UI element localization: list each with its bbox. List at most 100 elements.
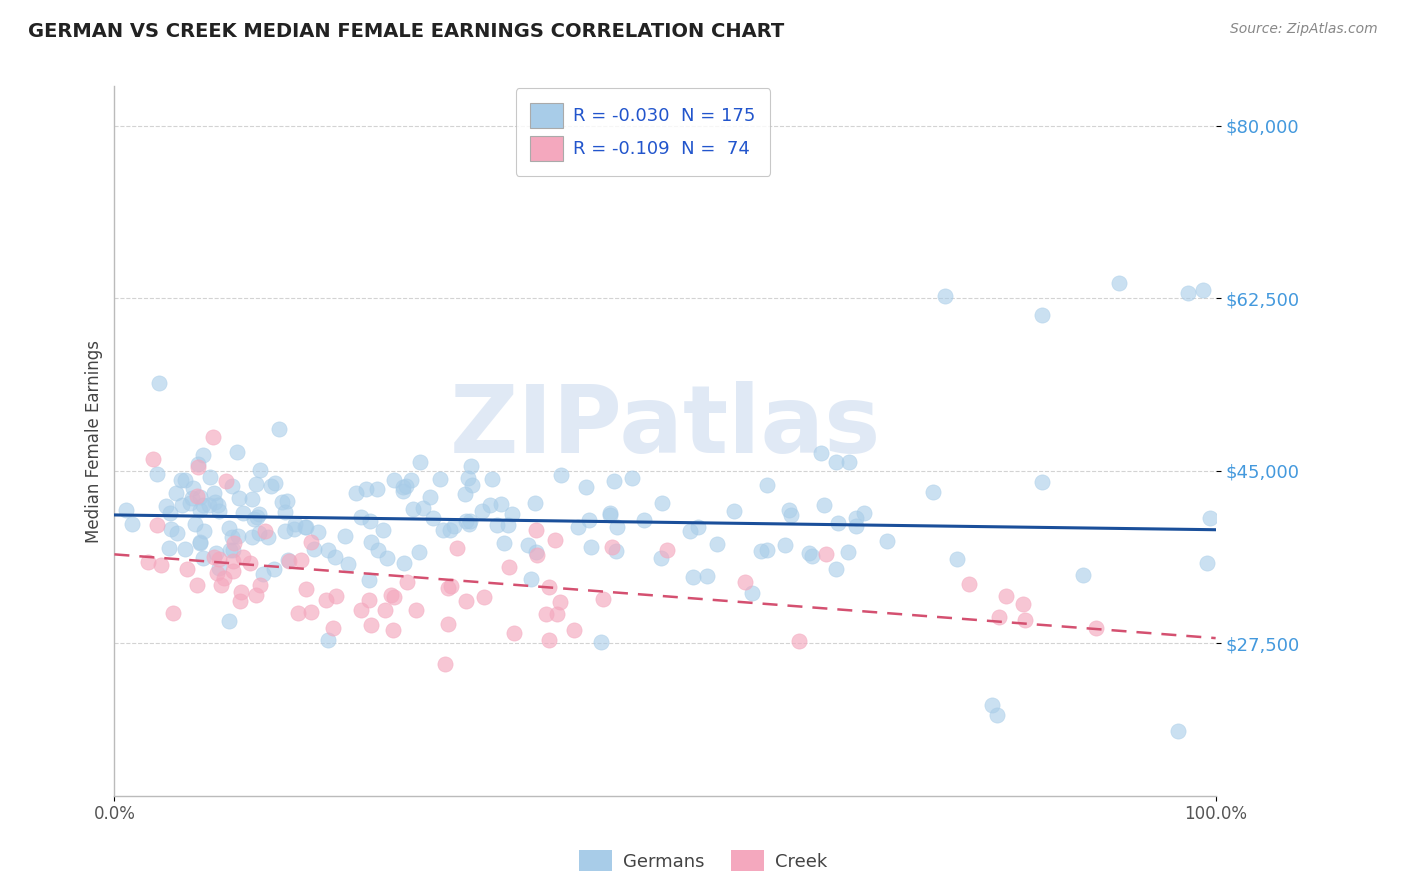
Point xyxy=(299,535,322,549)
Point xyxy=(876,533,898,548)
Point xyxy=(845,519,868,533)
Point xyxy=(492,536,515,550)
Point xyxy=(734,575,756,590)
Point xyxy=(988,610,1011,624)
Point xyxy=(457,471,479,485)
Point xyxy=(800,549,823,563)
Point xyxy=(284,516,307,531)
Point xyxy=(1085,621,1108,635)
Point xyxy=(240,530,263,544)
Point xyxy=(481,472,503,486)
Point xyxy=(238,556,260,570)
Point xyxy=(344,486,367,500)
Point xyxy=(391,480,413,494)
Text: Source: ZipAtlas.com: Source: ZipAtlas.com xyxy=(1230,22,1378,37)
Point xyxy=(221,564,243,578)
Point xyxy=(650,550,672,565)
Point xyxy=(229,585,252,599)
Point xyxy=(247,525,270,540)
Point xyxy=(827,516,849,530)
Point xyxy=(357,573,380,587)
Point xyxy=(446,541,468,556)
Point xyxy=(679,524,702,538)
Point xyxy=(166,525,188,540)
Point xyxy=(523,496,546,510)
Point xyxy=(408,544,430,558)
Point xyxy=(188,503,211,517)
Point xyxy=(307,524,329,539)
Point xyxy=(575,480,598,494)
Point xyxy=(921,485,943,500)
Point xyxy=(267,422,290,436)
Point xyxy=(204,546,226,560)
Legend: R = -0.030  N = 175, R = -0.109  N =  74: R = -0.030 N = 175, R = -0.109 N = 74 xyxy=(516,88,770,176)
Point xyxy=(405,602,427,616)
Point xyxy=(382,473,405,487)
Point xyxy=(249,578,271,592)
Point xyxy=(537,580,560,594)
Point xyxy=(824,562,846,576)
Point xyxy=(212,571,235,585)
Point xyxy=(606,519,628,533)
Point xyxy=(578,513,600,527)
Point xyxy=(232,506,254,520)
Point xyxy=(520,572,543,586)
Point xyxy=(1195,556,1218,570)
Point xyxy=(756,542,779,557)
Point xyxy=(149,558,172,572)
Text: ZIPatlas: ZIPatlas xyxy=(450,381,880,473)
Point xyxy=(682,570,704,584)
Point xyxy=(454,594,477,608)
Point xyxy=(191,448,214,462)
Point xyxy=(756,478,779,492)
Point xyxy=(837,545,859,559)
Point xyxy=(187,460,209,475)
Point xyxy=(198,470,221,484)
Point xyxy=(170,473,193,487)
Point xyxy=(845,510,868,524)
Point xyxy=(228,491,250,505)
Point xyxy=(323,549,346,564)
Point xyxy=(209,578,232,592)
Point xyxy=(773,538,796,552)
Point xyxy=(813,498,835,512)
Point xyxy=(778,503,800,517)
Point xyxy=(458,516,481,531)
Point xyxy=(247,508,270,522)
Point xyxy=(170,498,193,512)
Point xyxy=(454,514,477,528)
Point xyxy=(395,478,418,492)
Point xyxy=(419,491,441,505)
Point xyxy=(440,579,463,593)
Point xyxy=(810,446,832,460)
Point xyxy=(391,484,413,499)
Text: GERMAN VS CREEK MEDIAN FEMALE EARNINGS CORRELATION CHART: GERMAN VS CREEK MEDIAN FEMALE EARNINGS C… xyxy=(28,22,785,41)
Point xyxy=(366,482,388,496)
Point xyxy=(221,530,243,544)
Point xyxy=(186,577,208,591)
Point xyxy=(548,594,571,608)
Point xyxy=(381,623,404,637)
Point xyxy=(181,491,204,506)
Point xyxy=(357,592,380,607)
Point xyxy=(321,621,343,635)
Point xyxy=(688,520,710,534)
Point xyxy=(325,589,347,603)
Point xyxy=(787,634,810,648)
Point xyxy=(1108,276,1130,290)
Point xyxy=(472,591,495,605)
Point xyxy=(188,534,211,549)
Point xyxy=(222,543,245,558)
Point xyxy=(741,586,763,600)
Point xyxy=(1167,723,1189,738)
Point xyxy=(155,499,177,513)
Point xyxy=(780,508,803,523)
Point xyxy=(1012,597,1035,611)
Point xyxy=(273,524,295,539)
Point xyxy=(264,476,287,491)
Point xyxy=(458,514,481,528)
Point xyxy=(274,505,297,519)
Point xyxy=(402,502,425,516)
Point xyxy=(202,486,225,500)
Point xyxy=(437,581,460,595)
